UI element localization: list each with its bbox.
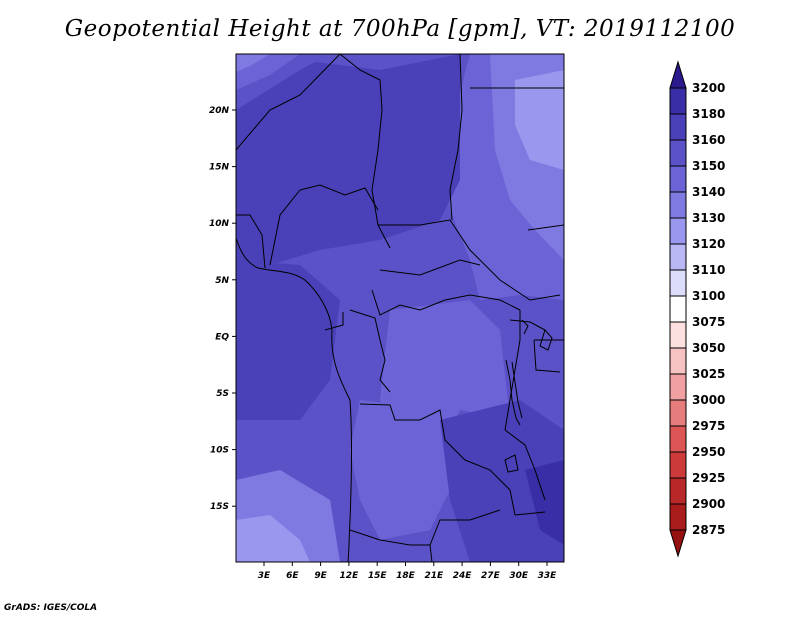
colorbar-level-label: 3150 [692,159,725,173]
lat-tick-label: 10N [209,219,230,229]
lon-tick-label: 21E [424,571,444,581]
colorbar: 3200 3180 3160 3150 3140 3130 3120 3110 3100 3075… [669,60,725,558]
lon-tick-label: 18E [396,571,416,581]
colorbar-swatch [669,477,687,505]
colorbar-level-label: 3000 [692,393,725,407]
colorbar-top-arrow [669,60,687,89]
colorbar-level-label: 3120 [692,237,725,251]
field-region-3120-ne [515,70,564,170]
colorbar-swatch [669,269,687,297]
colorbar-level-label: 3025 [692,367,725,381]
field-region-3180-se [525,460,564,545]
lat-tick-label: 5N [215,276,229,286]
colorbar-level-label: 3130 [692,211,725,225]
colorbar-level-label: 2975 [692,419,725,433]
colorbar-swatch [669,87,687,115]
colorbar-swatch [669,295,687,323]
colorbar-swatch [669,243,687,271]
lat-tick-label: 20N [209,106,230,116]
colorbar-swatch [669,503,687,531]
colorbar-bottom-arrow [669,529,687,558]
lon-tick-label: 6E [286,571,299,581]
colorbar-swatch [669,139,687,167]
field-region-3160-se [440,400,564,562]
lon-tick-label: 12E [340,571,360,581]
colorbar-level-label: 3110 [692,263,725,277]
lat-tick-label: EQ [215,332,229,342]
lon-tick-label: 24E [453,571,473,581]
colorbar-level-label: 2900 [692,497,725,511]
colorbar-level-label: 3050 [692,341,725,355]
latitude-axis: 20N 15N 10N 5N EQ 5S 10S 15S [209,106,236,512]
colorbar-swatch [669,217,687,245]
colorbar-level-label: 2950 [692,445,725,459]
lon-tick-label: 33E [538,571,558,581]
lat-tick-label: 10S [210,446,229,456]
colorbar-level-label: 3160 [692,133,725,147]
colorbar-swatch [669,113,687,141]
lakes [504,319,553,516]
field-region-3160-west [236,260,340,420]
colorbar-level-label: 3075 [692,315,725,329]
lat-tick-label: 15N [209,163,230,173]
colorbar-swatch [669,165,687,193]
colorbar-level-label: 3200 [692,81,725,95]
colorbar-level-label: 2875 [692,523,725,537]
map-frame [235,53,565,563]
field-region-3120-sw [236,515,310,562]
lon-tick-label: 3E [258,571,271,581]
lat-tick-label: 15S [210,502,229,512]
lon-tick-label: 30E [509,571,529,581]
field-region-3140-south [350,400,460,540]
field-region-3160-north [236,54,460,265]
credit-label: GrADS: IGES/COLA [4,603,98,613]
colorbar-swatch [669,373,687,401]
colorbar-swatch [669,321,687,349]
colorbar-level-label: 2925 [692,471,725,485]
lon-tick-label: 15E [368,571,388,581]
colorbar-swatch [669,347,687,375]
colorbar-level-label: 3140 [692,185,725,199]
country-borders [236,54,564,562]
colorbar-swatch [669,451,687,479]
chart-title: Geopotential Height at 700hPa [gpm], VT:… [64,16,736,42]
lat-tick-label: 5S [216,389,229,399]
colorbar-swatch [669,425,687,453]
field-region-3130-nw [236,54,270,72]
colorbar-swatch [669,191,687,219]
colorbar-swatch [669,399,687,427]
colorbar-level-label: 3180 [692,107,725,121]
map-panel [236,54,564,562]
lon-tick-label: 9E [314,571,327,581]
longitude-axis: 3E 6E 9E 12E 15E 18E 21E 24E 27E 30E 33E [258,562,557,581]
lon-tick-label: 27E [481,571,501,581]
colorbar-level-label: 3100 [692,289,725,303]
